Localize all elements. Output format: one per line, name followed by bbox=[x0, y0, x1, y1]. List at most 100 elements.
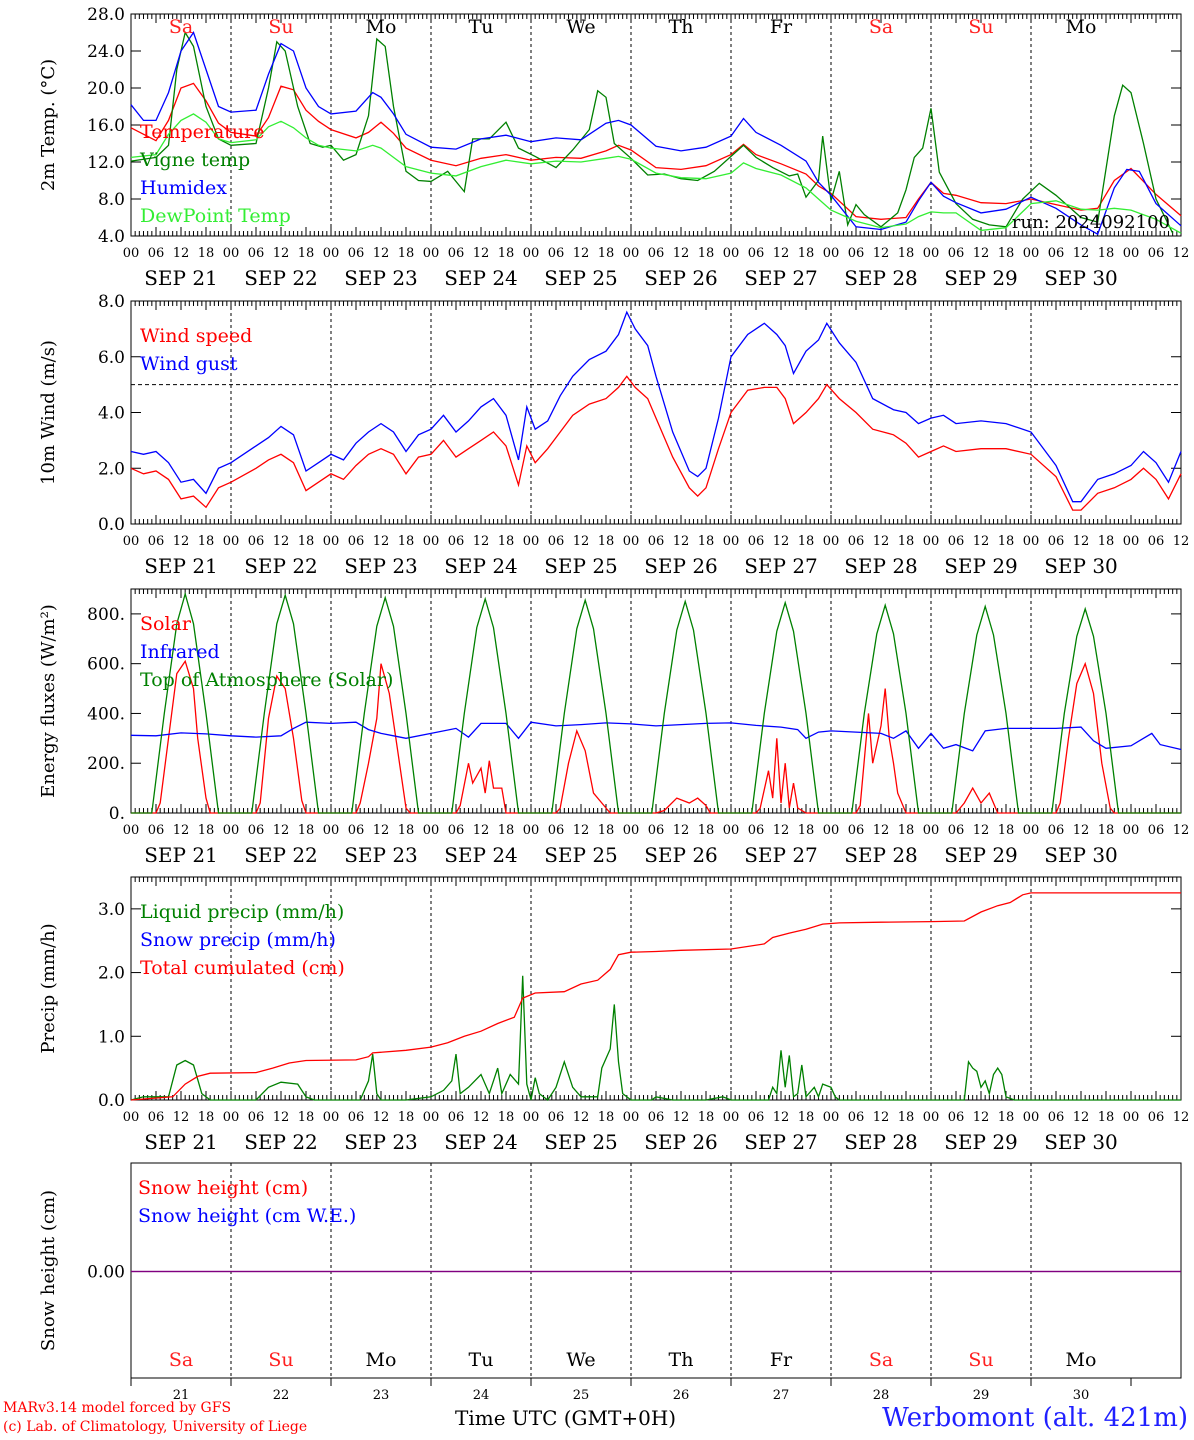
hour-tick-label: 12 bbox=[273, 246, 290, 261]
legend-entry: DewPoint Temp bbox=[140, 205, 291, 227]
hour-tick-label: 12 bbox=[373, 534, 390, 549]
date-label: SEP 24 bbox=[444, 843, 518, 867]
hour-tick-label: 06 bbox=[648, 246, 665, 261]
y-tick-label: 0. bbox=[109, 804, 125, 824]
legend-entry: Infrared bbox=[140, 641, 220, 663]
hour-tick-label: 00 bbox=[1023, 823, 1040, 838]
y-axis-label: 10m Wind (m/s) bbox=[38, 340, 59, 485]
hour-tick-label: 00 bbox=[323, 246, 340, 261]
hour-tick-label: 00 bbox=[923, 1110, 940, 1125]
hour-tick-label: 00 bbox=[623, 534, 640, 549]
y-tick-label: 2.0 bbox=[98, 459, 125, 479]
hour-tick-label: 12 bbox=[273, 823, 290, 838]
hour-tick-label: 06 bbox=[1148, 246, 1165, 261]
hour-tick-label: 12 bbox=[1173, 823, 1190, 838]
series-line-vigne-temp bbox=[130, 30, 1174, 234]
hour-tick-label: 18 bbox=[1098, 246, 1115, 261]
hour-tick-label: 00 bbox=[1123, 246, 1140, 261]
panel-1: 4.0 8.0 12.0 16.0 20.0 24.0 28.0 2m Temp. (°C) T… bbox=[38, 5, 1189, 290]
date-label: SEP 22 bbox=[244, 1130, 318, 1154]
hour-tick-label: 12 bbox=[973, 1110, 990, 1125]
y-axis-label: 2m Temp. (°C) bbox=[38, 59, 59, 191]
date-label: SEP 27 bbox=[744, 554, 818, 578]
hour-tick-label: 06 bbox=[448, 246, 465, 261]
date-label: SEP 25 bbox=[544, 1130, 618, 1154]
hour-tick-label: 00 bbox=[823, 823, 840, 838]
legend-entry: Liquid precip (mm/h) bbox=[140, 901, 344, 923]
hour-tick-label: 18 bbox=[1098, 534, 1115, 549]
date-label: SEP 23 bbox=[344, 843, 418, 867]
hour-tick-label: 00 bbox=[723, 1110, 740, 1125]
hour-tick-label: 12 bbox=[773, 1110, 790, 1125]
hour-tick-label: 18 bbox=[998, 1110, 1015, 1125]
hour-tick-label: 00 bbox=[523, 823, 540, 838]
date-label: SEP 30 bbox=[1044, 1130, 1118, 1154]
hour-tick-label: 12 bbox=[673, 534, 690, 549]
hour-tick-label: 12 bbox=[673, 1110, 690, 1125]
plot-frame bbox=[130, 1162, 1182, 1379]
day-of-week-label: Fr bbox=[770, 1349, 793, 1371]
hour-tick-label: 18 bbox=[198, 534, 215, 549]
hour-tick-label: 12 bbox=[673, 823, 690, 838]
hour-tick-label: 00 bbox=[123, 1110, 140, 1125]
hour-tick-label: 06 bbox=[248, 246, 265, 261]
hour-tick-label: 00 bbox=[223, 534, 240, 549]
hour-tick-label: 18 bbox=[698, 1110, 715, 1125]
y-tick-label: 12.0 bbox=[87, 153, 125, 173]
date-label: SEP 27 bbox=[744, 843, 818, 867]
date-label: SEP 30 bbox=[1044, 843, 1118, 867]
date-label: SEP 21 bbox=[144, 554, 218, 578]
hour-tick-label: 18 bbox=[698, 534, 715, 549]
date-label: SEP 28 bbox=[844, 1130, 918, 1154]
hour-tick-label: 00 bbox=[523, 534, 540, 549]
date-label: SEP 27 bbox=[744, 1130, 818, 1154]
hour-tick-label: 06 bbox=[648, 823, 665, 838]
hour-tick-label: 12 bbox=[1173, 246, 1190, 261]
hour-tick-label: 00 bbox=[1023, 534, 1040, 549]
date-label: SEP 28 bbox=[844, 266, 918, 290]
y-tick-label: 24.0 bbox=[87, 42, 125, 62]
legend-entry: Temperature bbox=[140, 121, 264, 143]
date-label: SEP 23 bbox=[344, 554, 418, 578]
hour-tick-label: 00 bbox=[923, 246, 940, 261]
plot-frame bbox=[130, 300, 1182, 525]
hour-tick-label: 12 bbox=[1073, 246, 1090, 261]
y-axis-label: Snow height (cm) bbox=[38, 1190, 59, 1351]
date-label: SEP 25 bbox=[544, 554, 618, 578]
hour-tick-label: 18 bbox=[398, 246, 415, 261]
hour-tick-label: 00 bbox=[623, 246, 640, 261]
legend-entry: Humidex bbox=[140, 177, 227, 199]
date-label: SEP 22 bbox=[244, 843, 318, 867]
hour-tick-label: 18 bbox=[898, 534, 915, 549]
hour-tick-label: 06 bbox=[848, 534, 865, 549]
hour-tick-label: 18 bbox=[298, 534, 315, 549]
series-line-humidex bbox=[130, 31, 1182, 236]
hour-tick-label: 12 bbox=[273, 1110, 290, 1125]
hour-tick-label: 06 bbox=[148, 246, 165, 261]
hour-tick-label: 06 bbox=[548, 246, 565, 261]
hour-tick-label: 00 bbox=[1123, 1110, 1140, 1125]
hour-tick-label: 12 bbox=[673, 246, 690, 261]
hour-tick-label: 12 bbox=[173, 246, 190, 261]
series-line-infrared bbox=[130, 721, 1182, 752]
date-label: SEP 23 bbox=[344, 266, 418, 290]
hour-tick-label: 18 bbox=[598, 246, 615, 261]
hour-tick-label: 18 bbox=[798, 1110, 815, 1125]
hour-tick-label: 12 bbox=[273, 534, 290, 549]
station-name: Werbomont (alt. 421m) bbox=[882, 1403, 1188, 1433]
series-line-liquid-precip-mm-h- bbox=[130, 975, 1181, 1101]
hour-tick-label: 18 bbox=[698, 246, 715, 261]
hour-tick-label: 06 bbox=[348, 246, 365, 261]
hour-tick-label: 18 bbox=[398, 1110, 415, 1125]
hour-tick-label: 12 bbox=[173, 823, 190, 838]
hour-tick-label: 00 bbox=[123, 246, 140, 261]
hour-tick-label: 12 bbox=[873, 823, 890, 838]
hour-tick-label: 12 bbox=[473, 246, 490, 261]
hour-tick-label: 12 bbox=[873, 246, 890, 261]
hour-tick-label: 18 bbox=[998, 823, 1015, 838]
hour-tick-label: 12 bbox=[1073, 1110, 1090, 1125]
day-of-week-label: We bbox=[566, 16, 595, 38]
date-label: SEP 26 bbox=[644, 843, 718, 867]
hour-tick-label: 12 bbox=[373, 1110, 390, 1125]
credit-line-2: (c) Lab. of Climatology, University of L… bbox=[3, 1419, 308, 1435]
